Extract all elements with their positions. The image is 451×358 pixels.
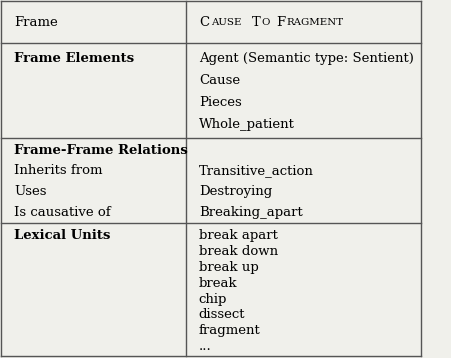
Text: break down: break down — [198, 245, 277, 258]
Text: Pieces: Pieces — [198, 96, 241, 109]
Text: Frame: Frame — [14, 16, 58, 29]
Text: AUSE: AUSE — [211, 18, 244, 27]
Text: Uses: Uses — [14, 185, 46, 198]
Text: Agent (Semantic type: Sentient): Agent (Semantic type: Sentient) — [198, 52, 413, 65]
Text: ...: ... — [198, 340, 211, 353]
Text: Breaking_apart: Breaking_apart — [198, 206, 302, 219]
Text: break up: break up — [198, 261, 258, 274]
Text: Frame-Frame Relations: Frame-Frame Relations — [14, 144, 187, 157]
Text: Frame Elements: Frame Elements — [14, 52, 134, 65]
Text: chip: chip — [198, 292, 227, 306]
Text: RAGMENT: RAGMENT — [286, 18, 343, 27]
Text: O: O — [261, 18, 273, 27]
Text: Destroying: Destroying — [198, 185, 272, 198]
Text: Cause: Cause — [198, 74, 239, 87]
Text: break apart: break apart — [198, 229, 277, 242]
Text: C: C — [198, 16, 208, 29]
Text: Lexical Units: Lexical Units — [14, 229, 110, 242]
Text: Whole_patient: Whole_patient — [198, 118, 294, 131]
Text: Inherits from: Inherits from — [14, 164, 102, 178]
Text: dissect: dissect — [198, 309, 245, 321]
Text: Is causative of: Is causative of — [14, 206, 110, 219]
Text: break: break — [198, 277, 237, 290]
Text: fragment: fragment — [198, 324, 260, 337]
Text: F: F — [275, 16, 284, 29]
Text: T: T — [251, 16, 260, 29]
Text: Transitive_action: Transitive_action — [198, 164, 313, 178]
